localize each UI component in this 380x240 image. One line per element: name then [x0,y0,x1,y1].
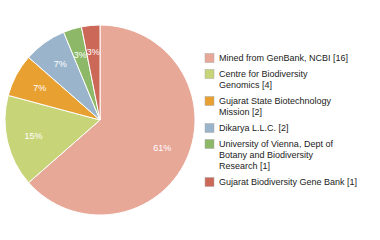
legend-label: Gujarat Biodiversity Gene Bank [1] [219,177,357,187]
legend-label: Centre for BiodiversityGenomics [4] [219,69,308,90]
data-label: 61% [153,143,171,153]
legend-label: Gujarat State BiotechnologyMission [2] [219,96,332,117]
legend-swatch [205,140,214,149]
legend: Mined from GenBank, NCBI [16] Centre for … [205,53,357,187]
legend-swatch [205,70,214,79]
data-label: 15% [24,131,42,141]
data-label: 7% [54,59,67,69]
slice-labels: 61% 15% 7% 7% 3%3% [24,47,171,153]
legend-label: Mined from GenBank, NCBI [16] [219,53,348,63]
data-label: 3% [87,47,100,57]
slices [5,25,195,215]
pie-slice [81,25,100,120]
legend-label: University of Vienna, Dept ofBotany and … [219,139,333,171]
legend-swatch [205,97,214,106]
chart: 61% 15% 7% 7% 3%3% Mined from GenBank, NCBI [… [0,0,380,240]
legend-swatch [205,54,214,63]
legend-swatch [205,124,214,133]
data-label: 7% [33,83,46,93]
data-label: 3% [74,50,87,60]
legend-label: Dikarya L.L.C. [2] [219,123,289,133]
legend-swatch [205,178,214,187]
